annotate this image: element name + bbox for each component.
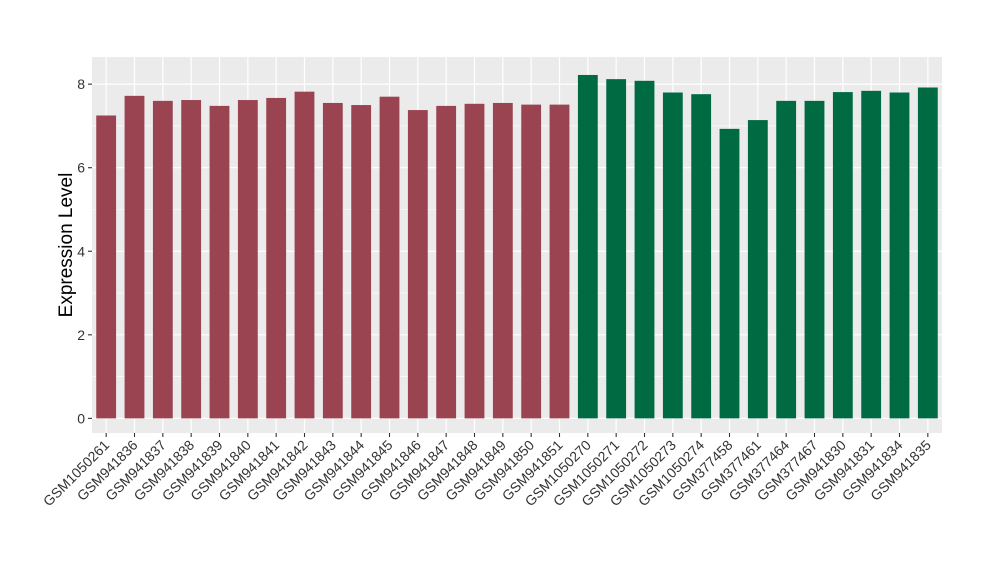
plot-panel bbox=[92, 57, 942, 433]
y-tick-label: 4 bbox=[77, 243, 85, 259]
bar-GSM1050272 bbox=[634, 80, 655, 419]
bar-GSM941837 bbox=[152, 100, 173, 419]
y-tick-label: 2 bbox=[77, 327, 85, 343]
bar-GSM941839 bbox=[209, 105, 230, 419]
bar-GSM941846 bbox=[407, 110, 428, 419]
bar-GSM377467 bbox=[804, 100, 825, 419]
bar-GSM941830 bbox=[832, 92, 853, 419]
y-tick-label: 6 bbox=[77, 160, 85, 176]
bar-GSM1050273 bbox=[662, 92, 683, 419]
bar-GSM941851 bbox=[549, 104, 570, 419]
bar-GSM941847 bbox=[436, 105, 457, 419]
bar-GSM1050270 bbox=[577, 74, 598, 419]
bar-GSM941836 bbox=[124, 95, 145, 419]
bar-GSM941845 bbox=[379, 96, 400, 419]
y-axis-title: Expression Level bbox=[56, 173, 77, 318]
bar-GSM941835 bbox=[917, 87, 938, 419]
y-tick-label: 8 bbox=[77, 76, 85, 92]
y-tick-label: 0 bbox=[77, 410, 85, 426]
bar-GSM941843 bbox=[322, 102, 343, 419]
bar-GSM941841 bbox=[266, 97, 287, 419]
bar-GSM941840 bbox=[237, 100, 258, 419]
bar-GSM941848 bbox=[464, 103, 485, 419]
bar-GSM941849 bbox=[492, 102, 513, 419]
bar-GSM1050271 bbox=[606, 79, 627, 419]
bar-GSM377464 bbox=[776, 100, 797, 419]
bar-GSM377461 bbox=[747, 120, 768, 419]
bar-GSM941831 bbox=[861, 90, 882, 419]
bar-GSM941838 bbox=[181, 100, 202, 419]
bars bbox=[96, 74, 938, 419]
bar-GSM941842 bbox=[294, 91, 315, 419]
bar-GSM1050274 bbox=[691, 94, 712, 419]
bar-GSM941850 bbox=[521, 104, 542, 419]
bar-GSM377458 bbox=[719, 128, 740, 419]
bar-GSM941834 bbox=[889, 92, 910, 419]
bar-GSM941844 bbox=[351, 105, 372, 419]
bar-GSM1050261 bbox=[96, 115, 117, 419]
axes: 02468GSM1050261GSM941836GSM941837GSM9418… bbox=[40, 76, 934, 509]
